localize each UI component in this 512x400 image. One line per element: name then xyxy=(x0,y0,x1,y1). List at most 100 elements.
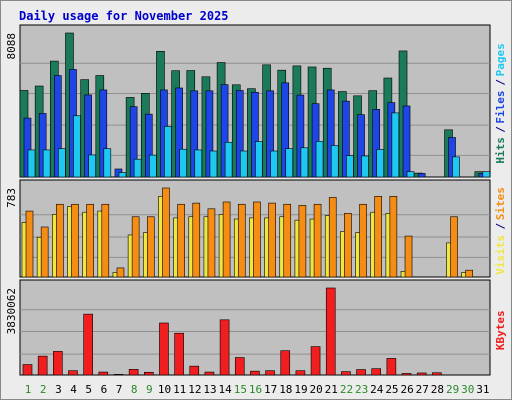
legend-entry: Hits xyxy=(494,137,507,164)
bar-files-22 xyxy=(342,100,350,178)
bar-sites-21 xyxy=(328,197,337,278)
x-tick-label-26: 26 xyxy=(400,383,413,396)
x-tick-label-28: 28 xyxy=(431,383,444,396)
bar-files-16 xyxy=(251,91,259,178)
bar-pages-24 xyxy=(376,149,385,178)
bar-sites-5 xyxy=(86,203,94,278)
bar-files-19 xyxy=(296,94,305,178)
bar-files-5 xyxy=(84,94,92,178)
bar-kbytes-4 xyxy=(68,370,78,376)
bar-sites-15 xyxy=(237,203,246,278)
bar-pages-23 xyxy=(361,155,369,178)
bar-sites-19 xyxy=(298,205,307,278)
bar-pages-29 xyxy=(452,156,460,178)
bar-sites-3 xyxy=(56,203,64,278)
bar-sites-11 xyxy=(177,203,185,278)
bar-pages-6 xyxy=(103,148,112,178)
x-tick-label-7: 7 xyxy=(116,383,123,396)
bar-pages-7 xyxy=(118,172,127,178)
bar-pages-17 xyxy=(270,150,278,178)
bar-pages-31 xyxy=(482,171,491,178)
bar-pages-8 xyxy=(133,158,142,178)
x-tick-label-31: 31 xyxy=(476,383,489,396)
bar-files-18 xyxy=(281,82,290,178)
bar-pages-3 xyxy=(58,148,66,178)
bar-kbytes-1 xyxy=(22,364,33,376)
bar-kbytes-21 xyxy=(325,287,336,376)
bar-kbytes-8 xyxy=(128,369,139,376)
bar-kbytes-19 xyxy=(295,370,306,376)
bar-kbytes-25 xyxy=(386,358,397,376)
bar-pages-19 xyxy=(300,147,309,178)
bar-kbytes-10 xyxy=(159,322,169,376)
x-tick-label-1: 1 xyxy=(25,383,32,396)
bar-sites-30 xyxy=(465,269,473,278)
bar-files-11 xyxy=(175,87,183,178)
bar-files-8 xyxy=(129,106,138,178)
legend-entry: / xyxy=(494,223,507,230)
bar-sites-9 xyxy=(146,216,155,278)
bar-files-1 xyxy=(23,117,32,178)
bar-pages-2 xyxy=(42,149,51,178)
bar-sites-16 xyxy=(253,201,261,278)
bar-files-9 xyxy=(144,113,153,178)
bar-files-23 xyxy=(357,114,365,178)
bar-kbytes-23 xyxy=(356,369,366,376)
bar-pages-10 xyxy=(164,126,172,178)
x-tick-label-18: 18 xyxy=(279,383,292,396)
bar-pages-9 xyxy=(148,154,157,178)
bar-pages-21 xyxy=(330,145,339,178)
chart-title: Daily usage for November 2025 xyxy=(19,9,229,23)
x-tick-label-29: 29 xyxy=(446,383,459,396)
bar-sites-7 xyxy=(116,267,125,278)
bar-pages-26 xyxy=(406,171,415,178)
y-tick-label: 783 xyxy=(5,188,18,208)
bar-pages-16 xyxy=(255,141,263,178)
x-tick-label-5: 5 xyxy=(85,383,92,396)
bar-pages-18 xyxy=(285,148,294,178)
x-tick-label-6: 6 xyxy=(101,383,108,396)
bar-kbytes-13 xyxy=(204,371,215,376)
x-tick-label-23: 23 xyxy=(355,383,368,396)
bar-pages-14 xyxy=(224,141,233,178)
bar-kbytes-18 xyxy=(280,350,291,376)
bar-pages-15 xyxy=(239,150,248,178)
bar-files-17 xyxy=(266,90,274,178)
x-tick-label-20: 20 xyxy=(310,383,323,396)
bar-sites-2 xyxy=(40,226,49,278)
legend-entry: Files xyxy=(494,90,507,123)
legend-entry: / xyxy=(494,126,507,133)
bar-pages-13 xyxy=(209,150,218,178)
x-tick-label-27: 27 xyxy=(416,383,429,396)
x-tick-label-4: 4 xyxy=(70,383,77,396)
bar-files-6 xyxy=(99,89,108,178)
bar-pages-4 xyxy=(73,115,81,178)
bar-kbytes-15 xyxy=(234,357,245,376)
bar-kbytes-17 xyxy=(265,370,275,376)
x-tick-label-11: 11 xyxy=(173,383,186,396)
bar-sites-24 xyxy=(374,195,383,278)
bar-kbytes-26 xyxy=(401,373,412,376)
x-tick-label-8: 8 xyxy=(131,383,138,396)
bar-sites-12 xyxy=(192,202,201,278)
x-tick-label-13: 13 xyxy=(203,383,216,396)
bar-kbytes-28 xyxy=(432,372,442,376)
legend-entry: / xyxy=(494,79,507,86)
bar-files-26 xyxy=(402,105,411,178)
bar-files-27 xyxy=(417,173,426,178)
bar-sites-17 xyxy=(268,202,276,278)
legend-entry: Pages xyxy=(494,43,507,76)
x-tick-label-14: 14 xyxy=(219,383,233,396)
bar-sites-14 xyxy=(222,201,231,278)
bar-kbytes-7 xyxy=(113,374,124,376)
x-tick-label-10: 10 xyxy=(158,383,171,396)
bar-pages-5 xyxy=(88,154,96,178)
x-tick-label-22: 22 xyxy=(340,383,353,396)
x-tick-label-12: 12 xyxy=(188,383,201,396)
x-tick-label-25: 25 xyxy=(385,383,398,396)
x-tick-label-9: 9 xyxy=(146,383,153,396)
x-tick-label-30: 30 xyxy=(461,383,474,396)
x-tick-label-21: 21 xyxy=(325,383,338,396)
bar-sites-10 xyxy=(162,187,170,278)
bar-sites-6 xyxy=(101,203,110,278)
